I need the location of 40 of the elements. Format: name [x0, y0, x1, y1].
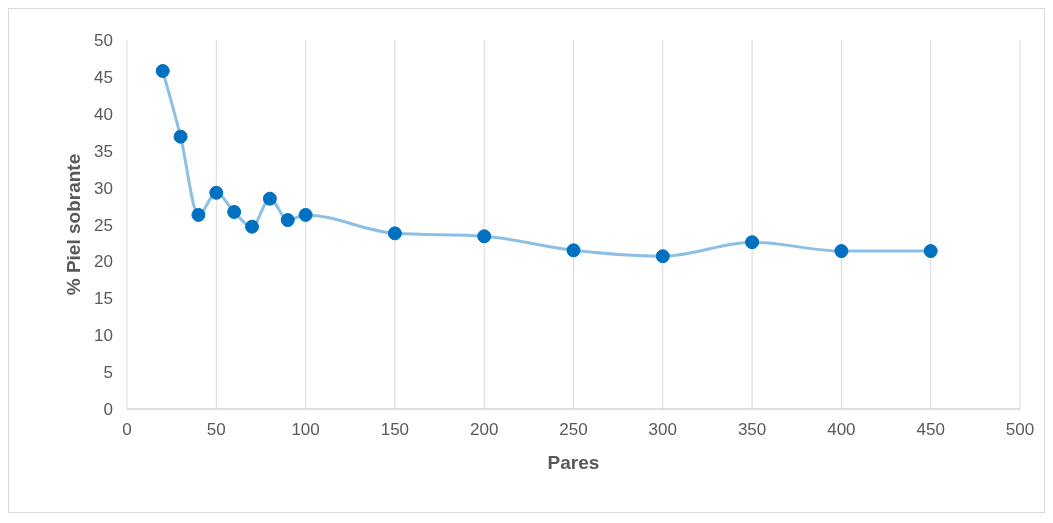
y-tick-label: 30 [94, 178, 113, 198]
point [280, 213, 295, 228]
x-tick-label: 0 [122, 420, 132, 440]
y-tick-label: 35 [94, 141, 113, 161]
x-tick-label: 450 [916, 420, 945, 440]
x-tick-label: 250 [559, 420, 588, 440]
y-tick-label: 40 [94, 104, 113, 124]
point [227, 204, 242, 219]
point [745, 235, 760, 250]
y-tick-label: 5 [103, 363, 113, 383]
x-tick-label: 350 [737, 420, 767, 440]
x-tick-label: 50 [206, 420, 226, 440]
x-axis-title: Pares [547, 452, 600, 473]
point [209, 185, 224, 200]
y-tick-label: 10 [94, 326, 113, 346]
y-axis-title: % Piel sobrante [62, 153, 84, 296]
y-tick-label: 45 [94, 67, 113, 87]
point [923, 244, 938, 259]
y-tick-label: 0 [103, 400, 113, 420]
y-tick-label: 25 [94, 215, 113, 235]
point [155, 64, 170, 78]
x-tick-label: 300 [648, 420, 677, 440]
point [245, 219, 260, 234]
point [173, 129, 188, 144]
y-tick-label: 50 [94, 31, 113, 51]
x-tick-label: 500 [1005, 420, 1035, 440]
x-tick-label: 200 [470, 420, 499, 440]
point [655, 249, 670, 264]
point [834, 244, 849, 259]
y-tick-label: 20 [94, 252, 113, 272]
y-tick-label: 15 [94, 289, 113, 309]
x-tick-label: 400 [827, 420, 856, 440]
point [298, 207, 313, 222]
point [566, 243, 581, 258]
point [262, 191, 277, 206]
x-tick-label: 100 [291, 420, 320, 440]
x-tick-label: 150 [380, 420, 410, 440]
point [191, 207, 206, 222]
point [477, 229, 492, 244]
point [387, 226, 402, 241]
